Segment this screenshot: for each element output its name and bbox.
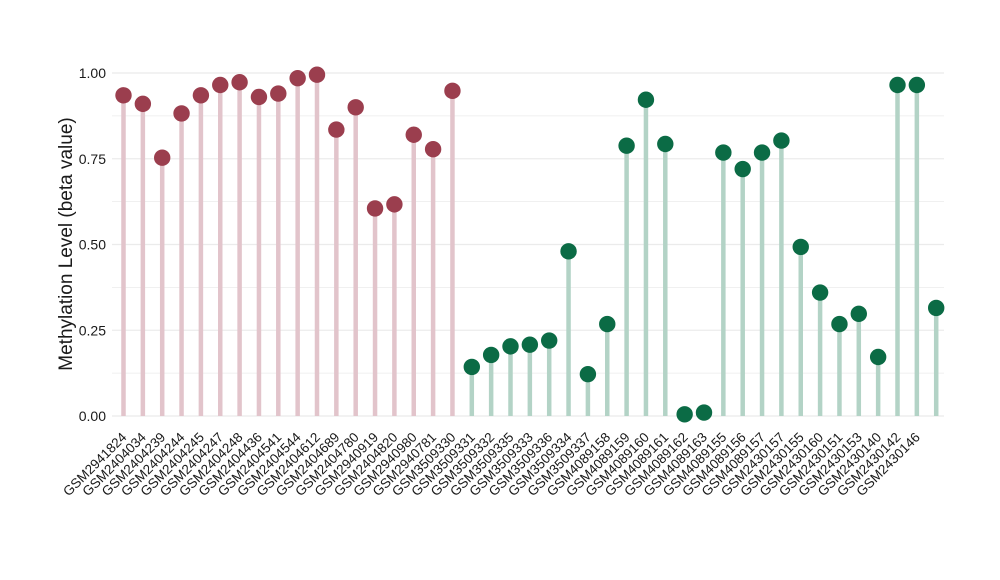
y-tick-label: 0.00 [79,408,106,424]
lollipop-point [599,315,616,333]
y-tick-label: 1.00 [79,65,106,81]
y-tick-label: 0.50 [79,237,106,253]
lollipop-point [328,121,345,138]
lollipop-point [289,69,306,87]
lollipop-point [347,99,364,116]
lollipop-point [173,105,190,122]
lollipop-point [521,336,539,353]
lollipop-point [154,149,171,166]
lollipop-point [657,135,674,153]
lollipop-point [734,160,751,178]
lollipop-point [270,85,287,102]
lollipop-point [637,91,655,108]
lollipop-point [579,365,597,383]
lollipop-point [463,358,480,376]
lollipop-point [541,332,558,349]
lollipop-point [889,76,906,94]
lollipop-point [231,74,248,91]
lollipop-point [502,338,519,355]
lollipop-point [424,140,442,158]
lollipop-point [869,348,887,366]
lollipop-point [134,95,152,113]
lollipop-point [753,144,771,161]
y-tick-label: 0.25 [79,322,106,338]
lollipop-point [928,299,945,317]
lollipop-point [560,243,577,260]
lollipop-point [811,284,829,301]
y-axis-title: Methylation Level (beta value) [56,117,77,370]
lollipop-point [405,126,422,143]
lollipop-points [115,66,945,423]
lollipop-point [908,76,926,94]
x-axis-ticks: GSM2941824GSM2404034GSM2404239GSM2404244… [60,429,923,499]
lollipop-point [695,404,713,421]
lollipop-point [715,144,732,161]
lollipop-point [192,87,210,104]
lollipop-point [773,132,790,149]
lollipop-point [115,87,132,104]
lollipop-point [250,88,268,106]
lollipop-point [792,238,809,256]
lollipop-point [308,66,326,83]
y-axis-ticks: 0.00 0.25 0.50 0.75 1.00 [79,65,106,424]
lollipop-point [618,137,635,154]
lollipop-point [386,196,403,213]
lollipop-point [482,346,500,364]
lollipop-point [444,82,461,100]
lollipop-stems [121,74,939,416]
lollipop-point [676,406,693,423]
lollipop-point [831,315,848,333]
lollipop-point [366,200,384,217]
y-tick-label: 0.75 [79,151,106,167]
lollipop-point [850,305,867,322]
lollipop-point [212,76,229,94]
